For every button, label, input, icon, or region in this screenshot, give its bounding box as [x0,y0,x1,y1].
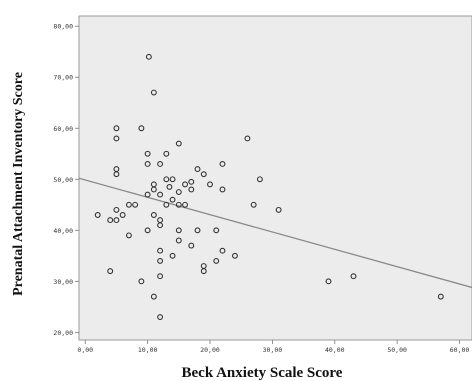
data-point [150,89,157,96]
data-point [207,181,213,188]
data-point [150,212,157,218]
data-point [175,140,182,147]
data-point [325,278,332,285]
data-point [138,125,145,132]
data-point [157,161,164,167]
data-point [163,201,170,208]
data-point [232,252,238,259]
data-point [125,201,132,208]
data-point [94,212,101,218]
data-point [144,227,151,234]
data-point [163,176,170,183]
y-tick-label: 60,00 [53,125,73,133]
data-point [194,166,201,173]
data-point [144,150,151,157]
data-point [113,217,120,224]
data-point [157,222,164,229]
data-point [107,217,114,224]
data-point [157,247,164,254]
data-point [125,232,132,239]
data-point [157,273,164,280]
data-point [219,247,226,254]
data-point [182,201,188,208]
data-points [94,53,444,320]
data-point [188,242,195,249]
data-point [169,176,176,183]
data-point [244,135,251,142]
x-tick-label: 60,00 [450,346,470,354]
data-point [157,257,164,264]
data-point [150,293,157,300]
y-tick-label: 70,00 [53,74,73,82]
data-point [219,161,226,167]
data-point [437,293,444,300]
data-point [175,189,182,195]
data-point [150,186,157,193]
x-tick-label: 20,00 [200,346,220,354]
plot-area [78,15,472,341]
data-point [107,268,114,275]
data-point [113,171,120,178]
y-tick-label: 40,00 [53,227,73,235]
data-point [113,125,120,132]
x-tick-label: 30,00 [263,346,283,354]
data-point [175,201,182,208]
data-point [169,196,176,203]
x-tick-label: 0,00 [77,346,93,354]
data-point [157,191,164,198]
data-point [175,237,182,244]
x-tick-label: 40,00 [325,346,345,354]
data-point [250,201,257,208]
data-point [113,206,120,213]
data-point [200,268,207,275]
data-point [200,171,207,178]
x-axis-title: Beck Anxiety Scale Score [182,365,343,381]
data-point [138,278,145,285]
x-tick-label: 50,00 [387,346,407,354]
data-point [219,186,226,193]
data-point [188,178,195,185]
data-point [213,257,220,264]
data-point [175,227,182,234]
data-point [163,150,170,157]
data-point [157,314,164,320]
data-point [213,227,220,234]
y-tick-label: 20,00 [53,329,73,337]
y-tick-label: 50,00 [53,176,73,184]
data-point [188,186,195,193]
y-axis-title: Prenatal Attachment Inventory Score [11,72,26,296]
data-point [113,135,120,142]
x-tick-label: 10,00 [138,346,158,354]
data-point [166,183,173,190]
y-tick-label: 80,00 [53,23,73,31]
data-point [145,53,152,60]
axis-ticks: 0,00 10,00 20,00 30,00 40,00 50,00 60,00 20,00 3… [53,23,469,354]
regression-line [78,177,472,289]
y-tick-label: 30,00 [53,278,73,286]
data-point [182,181,188,188]
data-point [119,212,126,218]
data-point [256,176,263,183]
data-point [144,161,151,167]
data-point [194,227,201,234]
data-point [350,273,357,280]
data-point [169,252,176,259]
data-point [275,206,282,213]
data-point [144,191,151,198]
data-point [132,201,139,208]
